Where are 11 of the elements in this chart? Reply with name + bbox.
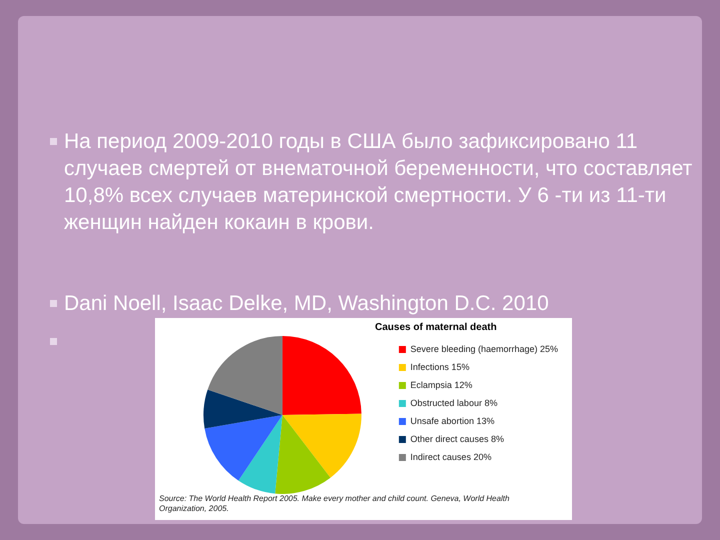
- chart-title: Causes of maternal death: [375, 322, 497, 333]
- legend-label: Obstructed labour 8%: [410, 398, 498, 408]
- legend-label: Infections 15%: [410, 362, 470, 372]
- text: На период 2009-2010 годы в США было зафиксировано 11 случаев смертей от внематочной беременности, что составляет 10,8% всех случаев материнской смертности. У 6 -ти из 11-ти женщин найден кокаин в крови.: [64, 129, 694, 236]
- legend-label: Unsafe abortion 13%: [410, 416, 494, 426]
- legend-label: Indirect causes 20%: [410, 452, 492, 462]
- legend-label: Severe bleeding (haemorrhage) 25%: [410, 344, 558, 354]
- text: Dani Noell, Isaac Delke, MD, Washington D.C. 2010: [64, 291, 550, 317]
- source-note: Source: The World Health Report 2005. Make every mother and child count. Geneva, World Health Organization, 2005.: [159, 494, 510, 514]
- legend-label: Eclampsia 12%: [410, 380, 472, 390]
- legend-label: Other direct causes 8%: [410, 434, 504, 444]
